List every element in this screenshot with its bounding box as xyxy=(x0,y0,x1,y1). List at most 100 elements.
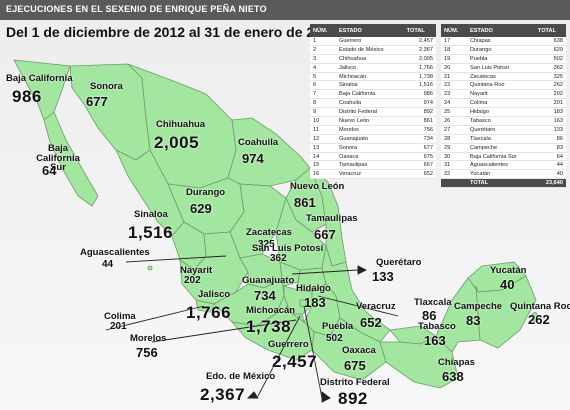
label-baja-california-sur-name: Baja California Sur xyxy=(36,143,80,173)
row-estado: Nuevo León xyxy=(336,116,404,126)
infographic-title: EJECUCIONES EN EL SEXENIO DE ENRIQUE PEÑ… xyxy=(6,4,267,14)
row-num: 24 xyxy=(441,98,467,109)
label-sinaloa-value: 1,516 xyxy=(128,223,174,242)
row-total: 64 xyxy=(534,152,566,162)
row-estado: Campeche xyxy=(467,143,535,153)
label-tamaulipas-name: Tamaulipas xyxy=(306,213,358,224)
label-queretaro-name: Querétaro xyxy=(376,257,422,268)
row-total: 667 xyxy=(403,160,436,171)
label-tlaxcala-value: 86 xyxy=(422,308,437,323)
table-row: 3 Chihuahua 2,005 xyxy=(310,54,436,64)
ranking-table-right: NÚM. ESTADO TOTAL 17 Chiapas 638 18 Durango 6… xyxy=(441,24,566,189)
row-total: 1,516 xyxy=(403,80,436,91)
row-num: 22 xyxy=(441,80,467,91)
table-row: 24 Colima 201 xyxy=(441,98,566,109)
row-total: 86 xyxy=(534,134,566,144)
row-num: 8 xyxy=(310,98,336,109)
label-colima-value: 201 xyxy=(110,321,127,332)
table-row: 27 Querétaro 133 xyxy=(441,125,566,135)
table-row: 8 Coahuila 974 xyxy=(310,98,436,109)
ranking-table-left: NÚM. ESTADO TOTAL 1 Guerrero 2,457 2 Estado … xyxy=(310,24,436,180)
label-jalisco-name: Jalisco xyxy=(198,289,231,300)
table-row: 5 Michoacán 1,738 xyxy=(310,72,436,82)
row-total: 1,738 xyxy=(403,72,436,82)
row-total: 675 xyxy=(403,152,436,162)
row-estado: Querétaro xyxy=(467,125,535,135)
table-row: 28 Tlaxcala 86 xyxy=(441,134,566,144)
label-aguascalientes-name: Aguascalientes xyxy=(80,247,150,258)
row-estado: Quintana Roo xyxy=(467,80,535,91)
state-queretaro xyxy=(279,261,301,287)
label-durango-value: 629 xyxy=(190,201,212,216)
row-num: 25 xyxy=(441,107,467,118)
label-edo-de-mexico-name: Edo. de México xyxy=(206,371,276,382)
row-num: 18 xyxy=(441,45,467,55)
row-num: 12 xyxy=(310,134,336,144)
label-guanajuato-value: 734 xyxy=(254,288,276,303)
table-row: 14 Oaxaca 675 xyxy=(310,152,436,162)
isla-cozumel xyxy=(531,311,539,323)
state-distrito-federal xyxy=(299,299,307,307)
label-nuevo-leon-name: Nuevo León xyxy=(290,181,345,192)
row-estado: Distrito Federal xyxy=(336,107,404,118)
table-row: 10 Nuevo León 861 xyxy=(310,116,436,126)
row-estado: Baja California Sur xyxy=(467,152,535,162)
table-header-row: NÚM. ESTADO TOTAL xyxy=(441,24,566,37)
row-total: 2,367 xyxy=(403,45,436,55)
total-label: TOTAL xyxy=(467,178,535,189)
row-total: 734 xyxy=(403,134,436,144)
label-sonora-value: 677 xyxy=(86,94,108,109)
row-total: 974 xyxy=(403,98,436,109)
table-row: 32 Yucatán 40 xyxy=(441,169,566,180)
label-guerrero-name: Guerrero xyxy=(268,339,309,350)
table-row: 23 Nayarit 202 xyxy=(441,89,566,100)
row-total: 892 xyxy=(403,107,436,118)
row-num: 14 xyxy=(310,152,336,162)
label-morelos-name: Morelos xyxy=(130,333,167,344)
row-num: 2 xyxy=(310,45,336,55)
row-num: 31 xyxy=(441,160,467,171)
label-tabasco-name: Tabasco xyxy=(418,321,456,332)
row-num: 3 xyxy=(310,54,336,64)
label-durango-name: Durango xyxy=(186,187,226,198)
row-estado: Yucatán xyxy=(467,169,535,180)
row-total: 2,005 xyxy=(403,54,436,64)
label-san-luis-potosi-name: San Luis Potosí xyxy=(252,243,324,254)
row-num: 10 xyxy=(310,116,336,126)
label-hidalgo-value: 183 xyxy=(304,295,326,310)
row-total: 502 xyxy=(534,54,566,64)
row-num: 5 xyxy=(310,72,336,82)
row-estado: Michoacán xyxy=(336,72,404,82)
row-estado: Zacatecas xyxy=(467,72,535,82)
row-estado: Colima xyxy=(467,98,535,109)
table-row: 22 Quintana Roo 262 xyxy=(441,80,566,91)
header-bar: EJECUCIONES EN EL SEXENIO DE ENRIQUE PEÑ… xyxy=(0,0,570,20)
label-distrito-federal-name: Distrito Federal xyxy=(320,377,390,388)
date-range-subtitle: Del 1 de diciembre de 2012 al 31 de ener… xyxy=(6,24,338,40)
row-num: 11 xyxy=(310,125,336,135)
row-total: 756 xyxy=(403,125,436,135)
label-tabasco-value: 163 xyxy=(424,333,446,348)
table-row: 16 Veracruz 652 xyxy=(310,169,436,180)
table-row: 19 Puebla 502 xyxy=(441,54,566,64)
row-total: 183 xyxy=(534,107,566,118)
row-num: 23 xyxy=(441,89,467,100)
label-veracruz-name: Veracruz xyxy=(356,301,396,312)
row-total: 325 xyxy=(534,72,566,82)
row-estado: Tabasco xyxy=(467,116,535,126)
table-row: 15 Tamaulipas 667 xyxy=(310,160,436,171)
label-nayarit-name: Nayarit xyxy=(180,265,213,276)
row-num: 21 xyxy=(441,72,467,82)
row-total: 133 xyxy=(534,125,566,135)
row-total: 2,457 xyxy=(403,37,436,46)
table-row: 2 Estado de México 2,367 xyxy=(310,45,436,55)
row-total: 629 xyxy=(534,45,566,55)
state-colima xyxy=(195,299,215,313)
row-total: 1,766 xyxy=(403,63,436,73)
label-nayarit-value: 202 xyxy=(184,275,201,286)
row-estado: Coahuila xyxy=(336,98,404,109)
label-baja-california-sur-value: 64 xyxy=(42,163,57,178)
label-zacatecas-name: Zacatecas xyxy=(246,227,292,238)
